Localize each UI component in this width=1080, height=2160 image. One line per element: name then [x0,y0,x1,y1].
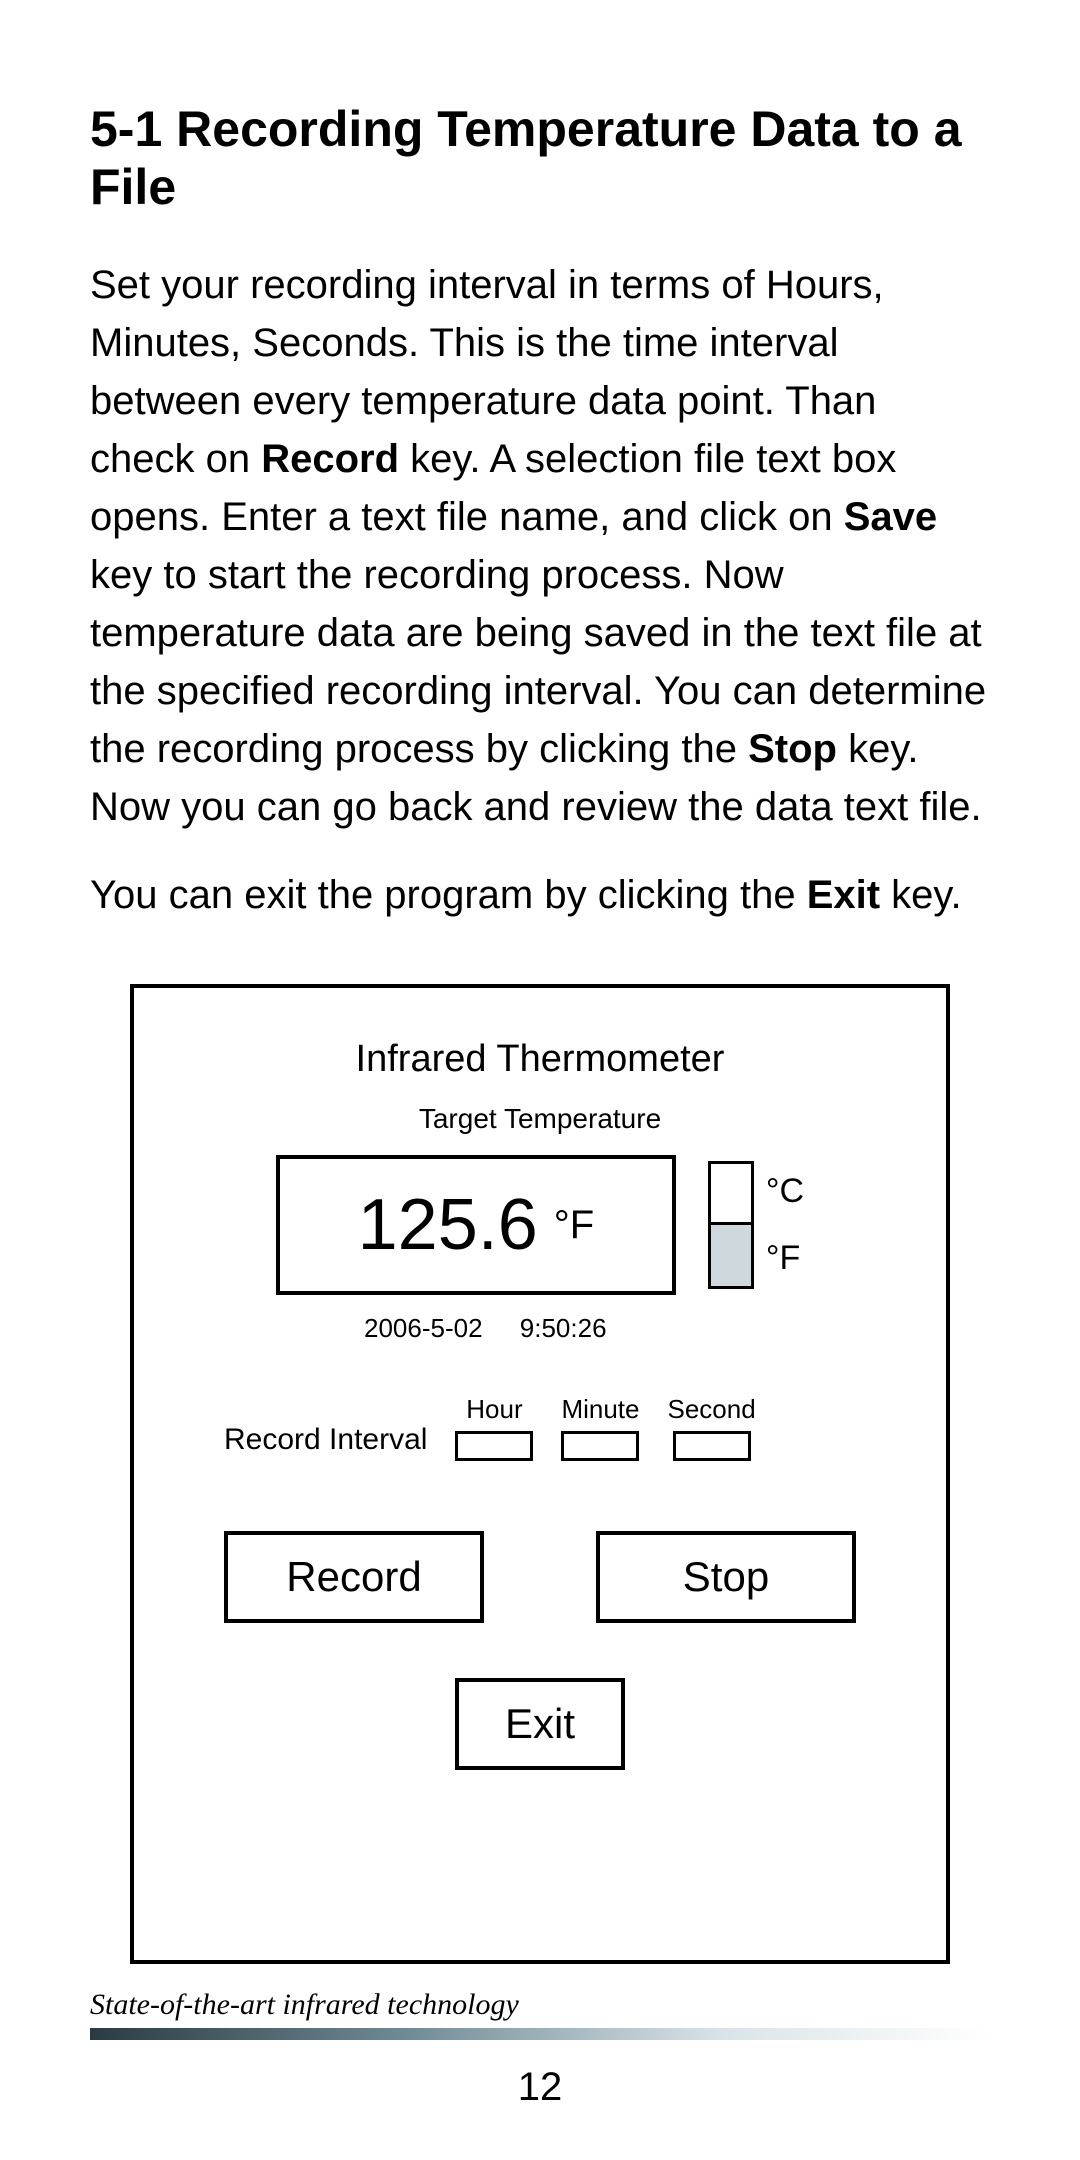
bold-stop: Stop [748,727,837,771]
time-value: 9:50:26 [520,1313,607,1343]
bold-record: Record [261,437,399,481]
record-interval-label: Record Interval [224,1423,427,1461]
minute-label: Minute [561,1394,639,1425]
temperature-display: 125.6 °F [276,1155,676,1295]
hour-input[interactable] [455,1431,533,1461]
paragraph-1: Set your recording interval in terms of … [90,256,990,836]
section-heading: 5-1 Recording Temperature Data to a File [90,100,990,216]
footer-tagline: State-of-the-art infrared technology [90,1988,990,2022]
unit-celsius-box[interactable] [708,1161,754,1225]
datetime-display: 2006-5-02 9:50:26 [364,1313,896,1344]
minute-input[interactable] [561,1431,639,1461]
thermometer-panel: Infrared Thermometer Target Temperature … [130,984,950,1964]
text: key. [880,873,962,917]
unit-fahrenheit-box[interactable] [708,1225,754,1289]
hour-label: Hour [466,1394,522,1425]
bold-exit: Exit [807,873,880,917]
unit-fahrenheit-label: °F [766,1239,804,1278]
unit-celsius-label: °C [766,1172,804,1211]
text: You can exit the program by clicking the [90,873,807,917]
page-footer: State-of-the-art infrared technology [90,1988,990,2040]
panel-title: Infrared Thermometer [184,1038,896,1081]
unit-selector: °C °F [708,1161,804,1289]
temperature-value: 125.6 [358,1184,538,1266]
bold-save: Save [844,495,937,539]
second-input[interactable] [673,1431,751,1461]
panel-subtitle: Target Temperature [184,1103,896,1135]
stop-button[interactable]: Stop [596,1531,856,1623]
second-label: Second [667,1394,755,1425]
temperature-unit: °F [554,1203,594,1248]
date-value: 2006-5-02 [364,1313,483,1343]
paragraph-2: You can exit the program by clicking the… [90,866,990,924]
footer-divider [90,2028,990,2040]
page-number: 12 [0,2065,1080,2110]
record-button[interactable]: Record [224,1531,484,1623]
exit-button[interactable]: Exit [455,1678,625,1770]
